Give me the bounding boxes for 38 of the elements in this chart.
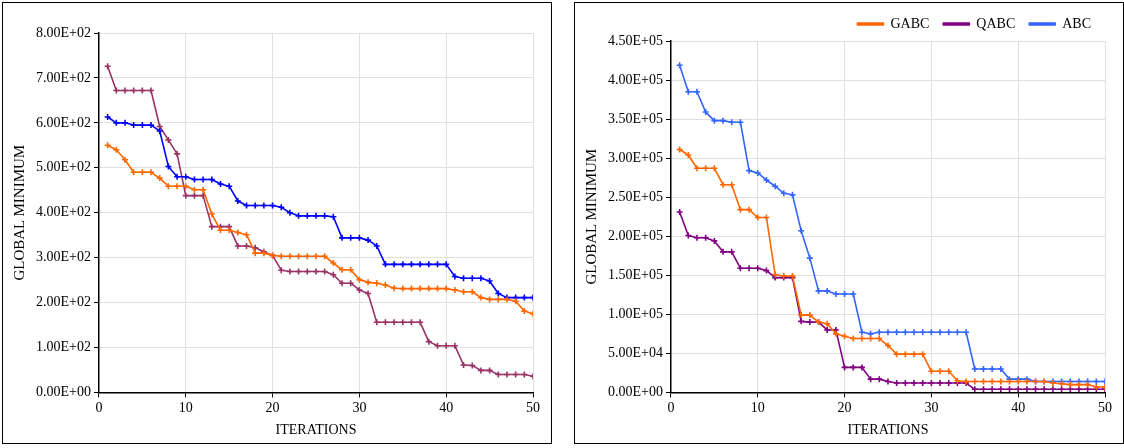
x-tick-label: 50 — [526, 400, 540, 416]
y-tick-label: 2.50E+05 — [607, 188, 663, 204]
y-axis-title: GLOBAL MINIMUM — [10, 144, 27, 281]
y-tick-label: 3.50E+05 — [607, 110, 663, 126]
legend-label: ABC — [1062, 15, 1092, 31]
x-tick-label: 0 — [95, 400, 103, 416]
y-tick-label: 1.50E+05 — [607, 266, 663, 282]
y-tick-label: 8.00E+02 — [35, 24, 91, 40]
x-tick-label: 40 — [439, 400, 454, 416]
x-axis-title: ITERATIONS — [847, 422, 929, 438]
legend-label: QABC — [976, 15, 1016, 31]
y-tick-label: 1.00E+05 — [607, 305, 663, 321]
x-tick-label: 30 — [924, 400, 939, 416]
x-tick-label: 30 — [352, 400, 367, 416]
y-tick-label: 4.00E+02 — [35, 204, 91, 220]
y-tick-label: 4.50E+05 — [607, 32, 663, 48]
y-tick-label: 6.00E+02 — [35, 114, 91, 130]
y-tick-label: 4.00E+05 — [607, 71, 663, 87]
y-tick-label: 0.00E+00 — [607, 384, 663, 400]
y-tick-label: 1.00E+02 — [35, 339, 91, 355]
y-axis-title: GLOBAL MINIMUM — [582, 148, 599, 285]
x-tick-label: 20 — [265, 400, 280, 416]
x-tick-label: 10 — [178, 400, 193, 416]
y-tick-label: 0.00E+00 — [35, 384, 91, 400]
y-tick-label: 2.00E+05 — [607, 227, 663, 243]
y-tick-label: 5.00E+04 — [607, 345, 663, 361]
x-tick-label: 10 — [750, 400, 765, 416]
x-tick-label: 20 — [837, 400, 852, 416]
y-tick-label: 2.00E+02 — [35, 294, 91, 310]
y-tick-label: 7.00E+02 — [35, 69, 91, 85]
y-tick-label: 5.00E+02 — [35, 159, 91, 175]
legend-label: GABC — [890, 15, 930, 31]
x-tick-label: 50 — [1098, 400, 1112, 416]
x-tick-label: 40 — [1011, 400, 1026, 416]
y-tick-label: 3.00E+05 — [607, 149, 663, 165]
x-axis-title: ITERATIONS — [275, 422, 357, 438]
y-tick-label: 3.00E+02 — [35, 249, 91, 265]
x-tick-label: 0 — [667, 400, 675, 416]
